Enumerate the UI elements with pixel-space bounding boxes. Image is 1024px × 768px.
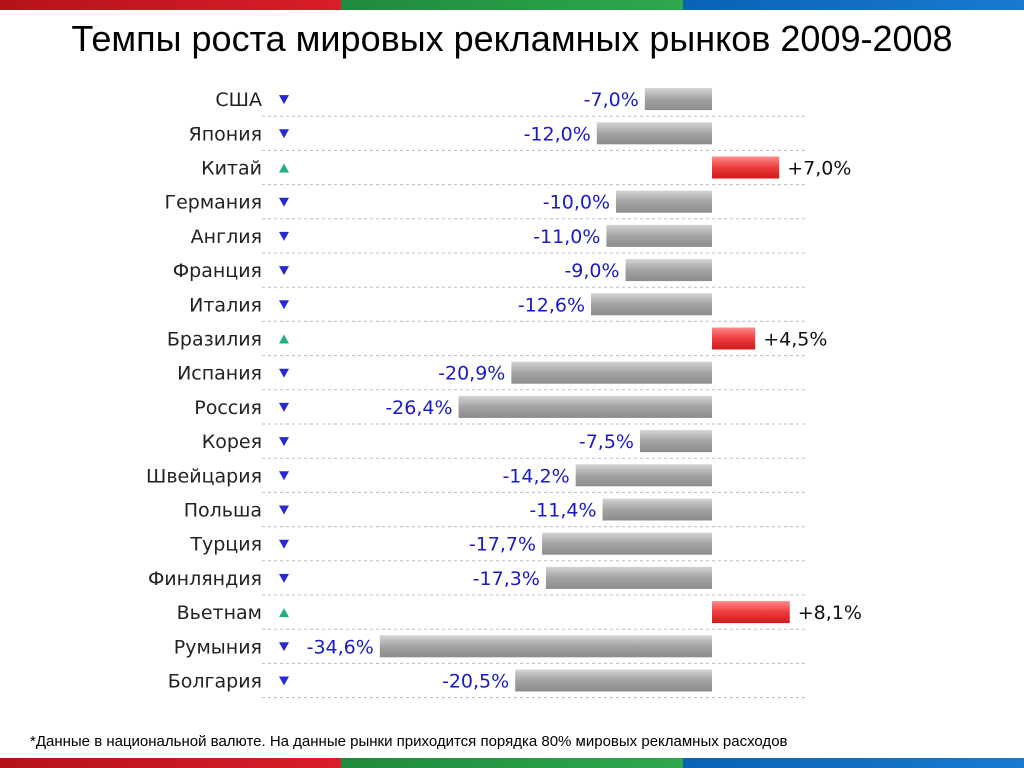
category-label: Турция xyxy=(189,534,262,556)
trend-up-icon xyxy=(279,608,289,618)
value-label: -17,7% xyxy=(469,534,536,556)
value-label: -20,5% xyxy=(442,671,509,693)
category-label: Вьетнам xyxy=(177,602,262,624)
value-label: -14,2% xyxy=(502,465,569,487)
value-label: -26,4% xyxy=(385,397,452,419)
bar xyxy=(640,430,712,453)
category-label: Франция xyxy=(173,260,262,282)
bar xyxy=(596,122,712,145)
category-label: Румыния xyxy=(174,636,262,658)
value-label: -9,0% xyxy=(564,260,619,282)
value-label: -11,4% xyxy=(529,500,596,522)
bar xyxy=(712,601,790,624)
category-label: США xyxy=(215,89,262,111)
value-label: -7,0% xyxy=(584,89,639,111)
page-title: Темпы роста мировых рекламных рынков 200… xyxy=(71,18,953,59)
bar xyxy=(515,669,712,692)
category-label: Англия xyxy=(191,226,262,248)
category-label: Швейцария xyxy=(146,465,262,487)
category-label: Китай xyxy=(201,158,262,180)
bar xyxy=(712,156,780,179)
bar xyxy=(602,498,712,521)
bar xyxy=(712,327,756,350)
value-label: +8,1% xyxy=(798,602,862,624)
trend-down-icon xyxy=(279,266,289,276)
value-label: -34,6% xyxy=(307,636,374,658)
value-label: -20,9% xyxy=(438,363,505,385)
trend-down-icon xyxy=(279,676,289,686)
trend-down-icon xyxy=(279,231,289,241)
trend-down-icon xyxy=(279,402,289,412)
trend-down-icon xyxy=(279,95,289,105)
trend-down-icon xyxy=(279,197,289,207)
bar xyxy=(379,635,712,658)
category-label: Япония xyxy=(189,123,262,145)
bar xyxy=(591,293,712,316)
bar xyxy=(575,464,712,487)
category-label: Польша xyxy=(184,500,262,522)
trend-down-icon xyxy=(279,539,289,549)
trend-down-icon xyxy=(279,573,289,583)
top-color-stripe xyxy=(0,0,1024,10)
trend-down-icon xyxy=(279,300,289,310)
value-label: +7,0% xyxy=(787,158,851,180)
trend-up-icon xyxy=(279,163,289,173)
trend-down-icon xyxy=(279,437,289,447)
value-label: -7,5% xyxy=(579,431,634,453)
value-label: -11,0% xyxy=(533,226,600,248)
trend-down-icon xyxy=(279,368,289,378)
category-label: Испания xyxy=(177,363,262,385)
bar xyxy=(644,88,712,111)
bar xyxy=(458,395,712,418)
category-label: Болгария xyxy=(168,671,262,693)
trend-down-icon xyxy=(279,505,289,515)
bar xyxy=(542,532,712,555)
category-label: Италия xyxy=(189,294,262,316)
bar xyxy=(606,224,712,247)
category-label: Бразилия xyxy=(167,329,262,351)
trend-down-icon xyxy=(279,642,289,652)
bar xyxy=(625,259,712,282)
value-label: -17,3% xyxy=(473,568,540,590)
category-label: Россия xyxy=(194,397,262,419)
category-label: Финляндия xyxy=(148,568,262,590)
trend-down-icon xyxy=(279,129,289,139)
trend-up-icon xyxy=(279,334,289,344)
bar xyxy=(511,361,712,384)
bottom-color-stripe xyxy=(0,758,1024,768)
category-label: Корея xyxy=(202,431,262,453)
footnote: *Данные в национальной валюте. На данные… xyxy=(30,733,788,750)
value-label: -12,0% xyxy=(524,123,591,145)
trend-down-icon xyxy=(279,471,289,481)
bar xyxy=(616,190,712,213)
value-label: -10,0% xyxy=(543,192,610,214)
value-label: +4,5% xyxy=(763,329,827,351)
value-label: -12,6% xyxy=(518,294,585,316)
bar xyxy=(545,566,712,589)
category-label: Германия xyxy=(164,192,262,214)
